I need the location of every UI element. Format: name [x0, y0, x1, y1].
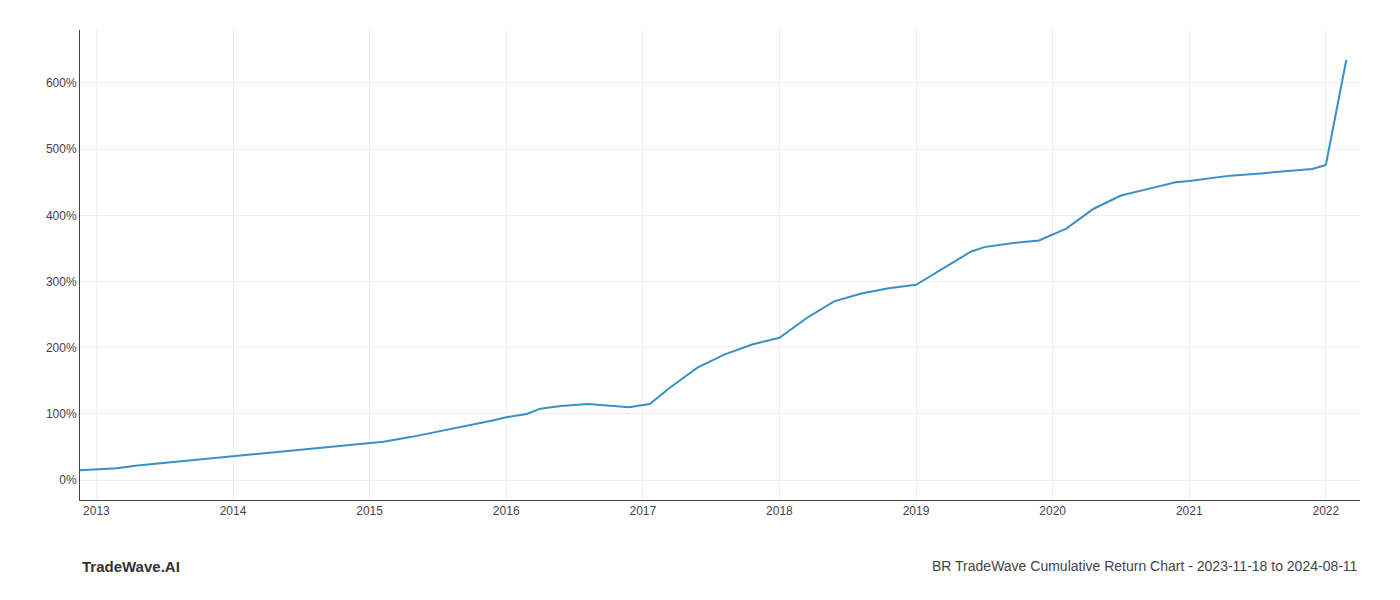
svg-text:100%: 100% [46, 407, 77, 421]
svg-text:300%: 300% [46, 275, 77, 289]
svg-text:2015: 2015 [356, 504, 383, 518]
svg-text:2020: 2020 [1039, 504, 1066, 518]
svg-text:200%: 200% [46, 341, 77, 355]
svg-text:BR TradeWave Cumulative Return: BR TradeWave Cumulative Return Chart - 2… [932, 558, 1358, 574]
svg-text:2014: 2014 [220, 504, 247, 518]
svg-text:600%: 600% [46, 76, 77, 90]
svg-text:500%: 500% [46, 142, 77, 156]
svg-text:2021: 2021 [1176, 504, 1203, 518]
svg-text:0%: 0% [59, 473, 77, 487]
svg-text:2019: 2019 [903, 504, 930, 518]
svg-text:2016: 2016 [493, 504, 520, 518]
svg-text:2018: 2018 [766, 504, 793, 518]
svg-text:2017: 2017 [629, 504, 656, 518]
svg-text:2022: 2022 [1312, 504, 1339, 518]
svg-text:400%: 400% [46, 209, 77, 223]
svg-text:TradeWave.AI: TradeWave.AI [82, 558, 180, 575]
svg-text:2013: 2013 [83, 504, 110, 518]
